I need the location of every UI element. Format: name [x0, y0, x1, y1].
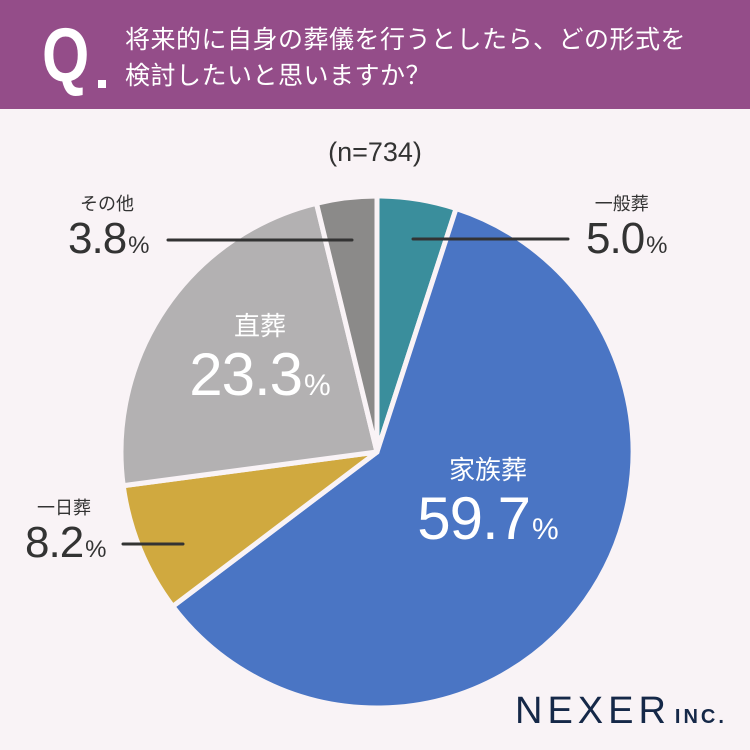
question-header: Q 将来的に自身の葬儀を行うとしたら、どの形式を 検討したいと思いますか？ — [0, 0, 750, 109]
q-dot — [98, 80, 106, 88]
label-kazoku: 家族葬 59.7% — [417, 456, 559, 552]
pie-slice-3 — [118, 200, 380, 489]
pie-slice-1 — [170, 206, 636, 711]
question-text: 将来的に自身の葬儀を行うとしたら、どの形式を 検討したいと思いますか？ — [125, 22, 725, 94]
label-ichinichi: 一日葬 8.2% — [25, 498, 107, 567]
question-line-2: 検討したいと思いますか？ — [125, 61, 432, 90]
pie-slice-4 — [313, 193, 380, 455]
leader-lines — [121, 237, 570, 546]
sample-size: (n=734) — [328, 137, 422, 167]
nexer-logo: NEXER INC. — [515, 690, 727, 732]
q-mark: Q — [42, 13, 90, 98]
pie-slices — [118, 193, 636, 711]
label-chokuso: 直葬 23.3% — [189, 312, 331, 408]
pie-slice-2 — [120, 449, 380, 609]
question-line-1: 将来的に自身の葬儀を行うとしたら、どの形式を — [125, 25, 687, 54]
label-sonota: その他 3.8% — [68, 194, 150, 263]
label-ippan: 一般葬 5.0% — [586, 194, 668, 263]
